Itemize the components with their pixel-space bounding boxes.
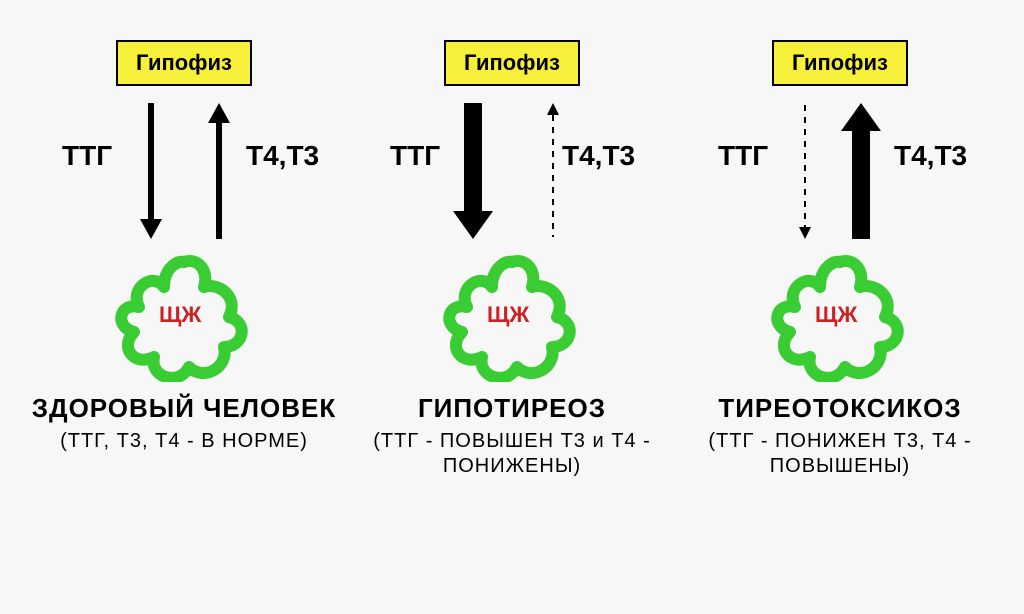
- right-label: Т4,Т3: [246, 140, 319, 172]
- thyroid-organ: ЩЖ: [765, 252, 915, 382]
- column-subtitle: (ТТГ, Т3, Т4 - В НОРМЕ): [60, 429, 308, 454]
- left-label: ТТГ: [62, 140, 112, 172]
- arrow-down: [780, 101, 830, 241]
- right-label: Т4,Т3: [894, 140, 967, 172]
- column-healthy: Гипофиз ТТГ Т4,Т3 ЩЖ ЗДОРОВЫЙ ЧЕЛОВЕК (Т…: [24, 40, 344, 454]
- thyroid-organ: ЩЖ: [437, 252, 587, 382]
- column-subtitle: (ТТГ - ПОНИЖЕН Т3, Т4 - ПОВЫШЕНЫ): [680, 429, 1000, 479]
- right-label: Т4,Т3: [562, 140, 635, 172]
- thyroid-organ: ЩЖ: [109, 252, 259, 382]
- arrow-down: [126, 101, 176, 241]
- column-title: ЗДОРОВЫЙ ЧЕЛОВЕК: [32, 394, 336, 423]
- pituitary-box: Гипофиз: [444, 40, 580, 86]
- arrow-down: [448, 101, 498, 241]
- arrow-up: [194, 101, 244, 241]
- column-title: ГИПОТИРЕОЗ: [418, 394, 606, 423]
- column-hypothyroid: Гипофиз ТТГ Т4,Т3 ЩЖ ГИПОТИРЕОЗ (ТТГ - П…: [352, 40, 672, 479]
- column-subtitle: (ТТГ - ПОВЫШЕН Т3 и Т4 - ПОНИЖЕНЫ): [352, 429, 672, 479]
- arrow-zone: ТТГ Т4,Т3: [54, 96, 314, 246]
- left-label: ТТГ: [718, 140, 768, 172]
- pituitary-box: Гипофиз: [772, 40, 908, 86]
- column-title: ТИРЕОТОКСИКОЗ: [718, 394, 961, 423]
- thyroid-label: ЩЖ: [815, 302, 857, 328]
- thyroid-label: ЩЖ: [159, 302, 201, 328]
- arrow-up: [836, 101, 886, 241]
- arrow-zone: ТТГ Т4,Т3: [382, 96, 642, 246]
- thyroid-label: ЩЖ: [487, 302, 529, 328]
- arrow-zone: ТТГ Т4,Т3: [710, 96, 970, 246]
- pituitary-box: Гипофиз: [116, 40, 252, 86]
- left-label: ТТГ: [390, 140, 440, 172]
- column-thyrotoxic: Гипофиз ТТГ Т4,Т3 ЩЖ ТИРЕОТОКСИКОЗ (ТТГ …: [680, 40, 1000, 479]
